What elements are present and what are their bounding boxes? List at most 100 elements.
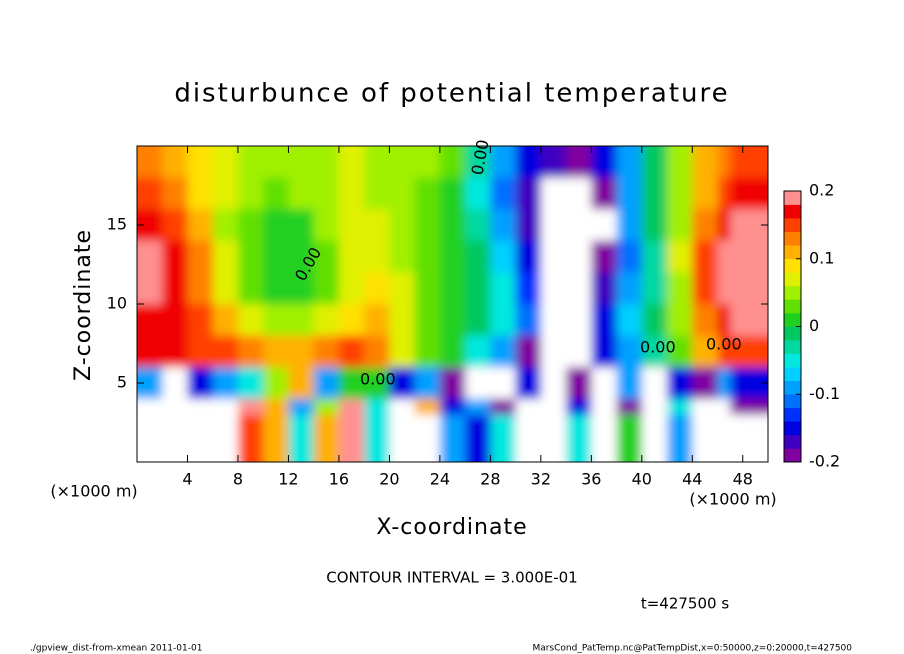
heatmap-cell (389, 367, 416, 400)
chart-title: disturbunce of potential temperature (174, 79, 729, 109)
x-tick-label: 36 (581, 470, 601, 489)
contour-label: 0.00 (640, 338, 676, 357)
heatmap-cell (667, 414, 693, 462)
colorbar-tick-label: 0 (809, 316, 819, 335)
heatmap-cell (515, 304, 542, 337)
heatmap-cell (364, 240, 390, 273)
heatmap-cell (162, 177, 188, 210)
heatmap-cell (540, 414, 567, 462)
heatmap-cell (212, 177, 239, 210)
colorbar-band (784, 218, 801, 232)
heatmap-cell (465, 335, 491, 368)
heatmap-cell (540, 335, 567, 368)
colorbar-band (784, 312, 801, 327)
heatmap-cell (566, 414, 592, 462)
colorbar-band (784, 258, 801, 273)
heatmap-cell (162, 335, 188, 368)
heatmap-cell (566, 367, 592, 400)
heatmap-cell (591, 209, 618, 242)
x-tick-label: 44 (682, 470, 702, 489)
contour-interval: CONTOUR INTERVAL = 3.000E-01 (326, 569, 577, 587)
heatmap-cell (288, 304, 315, 337)
heatmap-cell (465, 272, 491, 305)
heatmap-cell (263, 414, 289, 462)
heatmap-cell (237, 414, 264, 462)
x-tick-label: 28 (480, 470, 500, 489)
colorbar-tick-label: -0.2 (809, 452, 840, 471)
heatmap-cell (187, 272, 214, 305)
heatmap-cell (667, 272, 693, 305)
heatmap-cell (465, 304, 491, 337)
heatmap-cell (237, 240, 264, 273)
heatmap-cell (490, 240, 517, 273)
heatmap-cell (465, 240, 491, 273)
heatmap-cell (414, 240, 441, 273)
heatmap-cell (616, 335, 643, 368)
heatmap-cell (465, 177, 491, 210)
heatmap-cell (389, 272, 416, 305)
heatmap-cell (667, 304, 693, 337)
heatmap-cell (389, 304, 416, 337)
x-tick-label: 16 (329, 470, 349, 489)
colorbar-band (784, 285, 801, 300)
heatmap-cell (465, 414, 491, 462)
heatmap-cell (515, 335, 542, 368)
heatmap-cell (313, 304, 340, 337)
heatmap-cell (667, 335, 693, 368)
colorbar-band (784, 204, 801, 219)
x-axis-title: X-coordinate (376, 515, 527, 540)
contour-label: 0.00 (360, 370, 396, 389)
heatmap-cell (212, 272, 239, 305)
heatmap-cell (641, 209, 668, 242)
heatmap-cells (137, 146, 768, 462)
heatmap-cell (591, 272, 618, 305)
heatmap-cell (414, 209, 441, 242)
heatmap-cell (263, 240, 289, 273)
heatmap-cell (730, 304, 768, 337)
x-tick-label: 32 (531, 470, 551, 489)
heatmap-cell (692, 209, 719, 242)
heatmap-cell (313, 240, 340, 273)
heatmap-cell (288, 177, 315, 210)
heatmap-cell (212, 367, 239, 400)
heatmap-cell (566, 177, 592, 210)
heatmap-cell (187, 177, 214, 210)
heatmap-cell (515, 414, 542, 462)
colorbar-band (784, 380, 801, 395)
heatmap-cell (439, 414, 466, 462)
heatmap-cell (212, 304, 239, 337)
heatmap-cell (730, 272, 768, 305)
heatmap-cell (389, 335, 416, 368)
heatmap-cell (692, 240, 719, 273)
heatmap-cell (212, 209, 239, 242)
colorbar-band (784, 421, 801, 436)
heatmap-cell (389, 414, 416, 462)
heatmap-cell (692, 335, 719, 368)
heatmap-cell (490, 209, 517, 242)
colorbar-band (784, 340, 801, 354)
heatmap-cell (490, 367, 517, 400)
heatmap-cell (591, 177, 618, 210)
heatmap-cell (364, 304, 390, 337)
heatmap-cell (641, 304, 668, 337)
heatmap-cell (162, 209, 188, 242)
heatmap-cell (566, 209, 592, 242)
heatmap-cell (616, 304, 643, 337)
heatmap-cell (288, 414, 315, 462)
heatmap-cell (212, 414, 239, 462)
heatmap-cell (667, 209, 693, 242)
heatmap-cell (591, 240, 618, 273)
heatmap-cell (439, 272, 466, 305)
heatmap-cell (490, 304, 517, 337)
heatmap-cell (730, 414, 768, 462)
heatmap-cell (591, 304, 618, 337)
heatmap-cell (389, 240, 416, 273)
heatmap-cell (641, 335, 668, 368)
heatmap-cell (730, 367, 768, 400)
heatmap-cell (187, 335, 214, 368)
heatmap-cell (667, 177, 693, 210)
heatmap-cell (288, 272, 315, 305)
footer-left: ./gpview_dist-from-xmean 2011-01-01 (30, 644, 202, 654)
heatmap-cell (313, 177, 340, 210)
colorbar-band (784, 353, 801, 368)
